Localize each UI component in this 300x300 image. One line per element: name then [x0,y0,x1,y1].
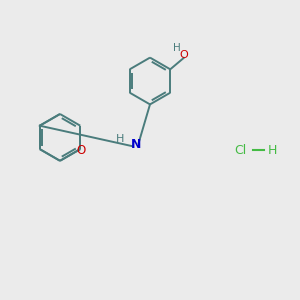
Text: H: H [268,143,277,157]
Text: H: H [116,134,124,144]
Text: O: O [77,144,86,157]
Text: N: N [130,138,141,151]
Text: H: H [173,43,181,53]
Text: Cl: Cl [234,143,246,157]
Text: O: O [180,50,188,60]
